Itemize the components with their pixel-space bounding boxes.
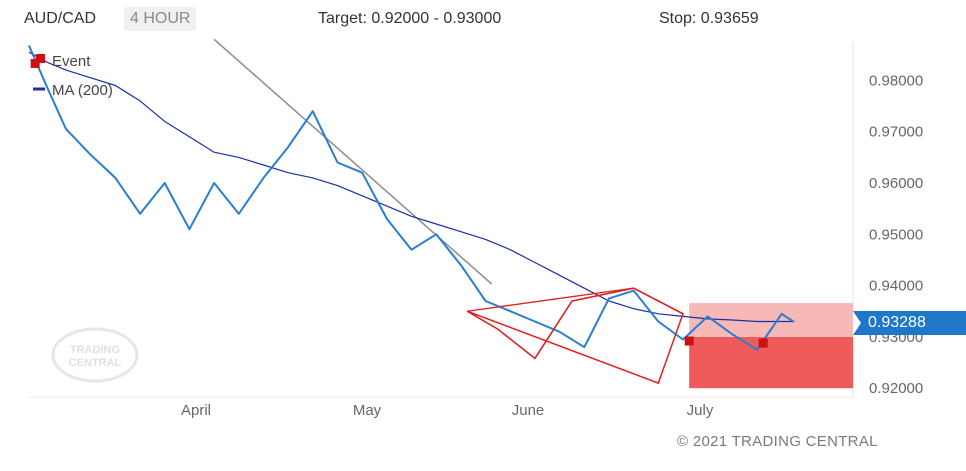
current-price-tag: 0.93288 bbox=[853, 311, 966, 335]
pattern-inner-zigzag bbox=[497, 287, 684, 360]
pattern-upper-edge bbox=[466, 287, 634, 312]
event-marker-0 bbox=[30, 58, 40, 68]
symbol-label: AUD/CAD bbox=[24, 10, 97, 27]
x-tick-april: April bbox=[181, 402, 211, 419]
target-label: Target: 0.92000 - 0.93000 bbox=[318, 10, 502, 27]
y-tick-0.95000: 0.95000 bbox=[869, 226, 923, 243]
event-marker-2 bbox=[758, 338, 768, 348]
y-tick-0.96000: 0.96000 bbox=[869, 175, 923, 192]
stop-label: Stop: 0.93659 bbox=[659, 10, 759, 27]
resistance-trendline bbox=[213, 38, 493, 285]
y-tick-0.94000: 0.94000 bbox=[869, 278, 923, 295]
y-tick-0.92000: 0.92000 bbox=[869, 380, 923, 397]
ma-200-line bbox=[28, 51, 795, 323]
event-marker-1 bbox=[684, 336, 694, 346]
y-tick-0.98000: 0.98000 bbox=[869, 72, 923, 89]
trading-central-watermark: TRADING CENTRAL bbox=[51, 327, 139, 383]
legend-event-label: Event bbox=[52, 53, 91, 70]
y-tick-0.97000: 0.97000 bbox=[869, 124, 923, 141]
timeframe-badge[interactable]: 4 HOUR bbox=[124, 7, 197, 31]
copyright-notice: © 2021 TRADING CENTRAL bbox=[677, 433, 878, 450]
price-tag-arrow bbox=[853, 311, 861, 335]
legend-ma-label: MA (200) bbox=[52, 82, 113, 99]
price-line bbox=[28, 45, 795, 351]
target-zone bbox=[689, 336, 853, 389]
legend-event-marker bbox=[36, 54, 45, 63]
svg-text:CENTRAL: CENTRAL bbox=[69, 357, 122, 369]
x-tick-july: July bbox=[687, 402, 714, 419]
x-tick-may: May bbox=[353, 402, 382, 419]
svg-text:TRADING: TRADING bbox=[70, 344, 120, 356]
stop-zone bbox=[689, 303, 853, 337]
x-tick-june: June bbox=[512, 402, 545, 419]
